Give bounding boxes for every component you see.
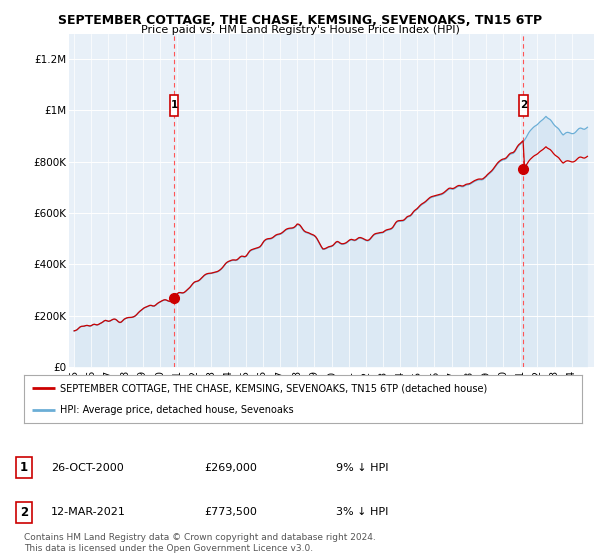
Text: 1: 1: [20, 461, 28, 474]
Text: SEPTEMBER COTTAGE, THE CHASE, KEMSING, SEVENOAKS, TN15 6TP: SEPTEMBER COTTAGE, THE CHASE, KEMSING, S…: [58, 14, 542, 27]
Text: £773,500: £773,500: [204, 507, 257, 517]
Text: 26-OCT-2000: 26-OCT-2000: [51, 463, 124, 473]
Text: 1: 1: [170, 100, 178, 110]
Text: Price paid vs. HM Land Registry's House Price Index (HPI): Price paid vs. HM Land Registry's House …: [140, 25, 460, 35]
Text: 9% ↓ HPI: 9% ↓ HPI: [336, 463, 389, 473]
Text: 12-MAR-2021: 12-MAR-2021: [51, 507, 126, 517]
FancyBboxPatch shape: [170, 95, 178, 115]
FancyBboxPatch shape: [519, 95, 528, 115]
Text: £269,000: £269,000: [204, 463, 257, 473]
Text: SEPTEMBER COTTAGE, THE CHASE, KEMSING, SEVENOAKS, TN15 6TP (detached house): SEPTEMBER COTTAGE, THE CHASE, KEMSING, S…: [60, 383, 488, 393]
Text: 2: 2: [520, 100, 527, 110]
Text: HPI: Average price, detached house, Sevenoaks: HPI: Average price, detached house, Seve…: [60, 405, 294, 415]
Text: 2: 2: [20, 506, 28, 519]
Text: Contains HM Land Registry data © Crown copyright and database right 2024.
This d: Contains HM Land Registry data © Crown c…: [24, 533, 376, 553]
Text: 3% ↓ HPI: 3% ↓ HPI: [336, 507, 388, 517]
